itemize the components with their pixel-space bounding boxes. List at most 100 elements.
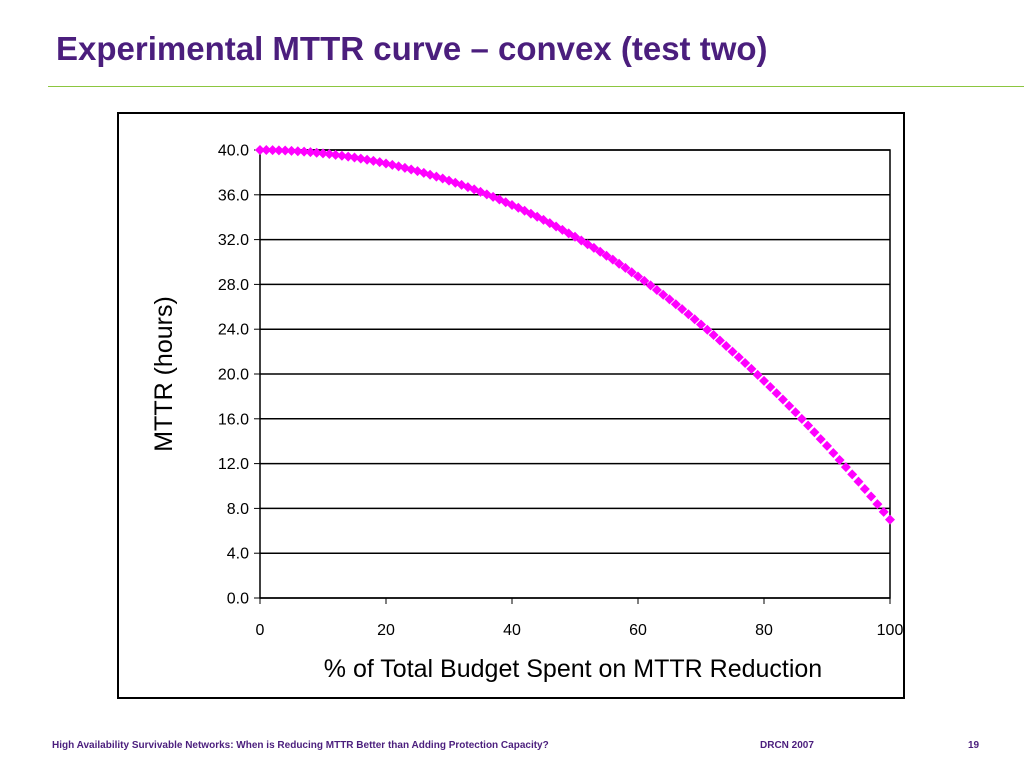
data-point xyxy=(796,413,807,424)
x-axis-label: % of Total Budget Spent on MTTR Reductio… xyxy=(324,655,822,683)
slide-title: Experimental MTTR curve – convex (test t… xyxy=(56,30,768,67)
data-point xyxy=(752,369,763,380)
data-point xyxy=(683,309,694,320)
data-point xyxy=(381,158,391,169)
y-tick-label: 12.0 xyxy=(218,456,249,473)
data-point xyxy=(330,149,341,160)
gridlines xyxy=(260,149,890,599)
data-point xyxy=(853,476,864,487)
data-point xyxy=(727,346,738,357)
y-tick-label: 0.0 xyxy=(227,591,249,608)
data-point xyxy=(859,484,870,495)
data-point xyxy=(299,146,310,157)
data-point xyxy=(765,381,776,392)
data-point xyxy=(840,462,851,473)
mttr-chart: 0.0 4.0 8.0 12.0 16.0 20.0 24.0 28.0 32.0 36.0 40.… xyxy=(150,143,903,684)
data-point xyxy=(557,224,568,235)
data-point xyxy=(834,455,845,466)
data-point xyxy=(651,285,662,295)
data-point xyxy=(677,304,688,315)
data-point xyxy=(349,152,360,163)
y-tick-label: 4.0 xyxy=(227,546,249,563)
data-point xyxy=(866,491,877,502)
footer-presentation-title: High Availability Survivable Networks: W… xyxy=(52,740,549,751)
x-tick-label: 20 xyxy=(377,622,395,639)
data-point xyxy=(759,375,769,386)
y-tick-label: 24.0 xyxy=(218,322,249,339)
x-tick-label: 60 xyxy=(629,622,647,639)
data-point xyxy=(733,352,744,363)
data-point xyxy=(784,400,795,411)
data-point xyxy=(746,363,757,374)
data-point xyxy=(431,171,442,182)
data-point xyxy=(847,469,858,480)
data-point xyxy=(633,271,643,282)
y-axis-ticks: 0.0 4.0 8.0 12.0 16.0 20.0 24.0 28.0 32.0 36.0 40.… xyxy=(218,143,260,608)
data-point xyxy=(292,146,303,157)
y-tick-label: 20.0 xyxy=(218,367,249,384)
data-point xyxy=(255,145,265,155)
data-point xyxy=(689,314,700,325)
y-tick-label: 28.0 xyxy=(218,277,249,294)
data-series xyxy=(255,145,895,525)
data-point xyxy=(469,184,480,195)
data-point xyxy=(261,145,272,155)
y-axis-label: MTTR (hours) xyxy=(150,296,178,452)
data-point xyxy=(696,319,706,330)
data-point xyxy=(645,280,656,291)
data-point xyxy=(368,155,379,166)
data-point xyxy=(878,506,889,517)
data-point xyxy=(318,148,328,159)
y-tick-label: 36.0 xyxy=(218,187,249,204)
x-tick-label: 100 xyxy=(877,622,903,639)
data-point xyxy=(822,440,832,451)
data-point xyxy=(809,427,820,438)
data-point xyxy=(721,341,732,351)
y-tick-label: 40.0 xyxy=(218,143,249,160)
footer-page-number: 19 xyxy=(968,740,980,751)
data-point xyxy=(815,434,826,445)
data-point xyxy=(601,250,612,261)
data-point xyxy=(885,514,895,525)
data-point xyxy=(777,394,788,405)
data-point xyxy=(273,145,284,156)
data-point xyxy=(828,447,839,458)
y-tick-label: 32.0 xyxy=(218,232,249,249)
data-point xyxy=(595,246,606,257)
x-axis-ticks: 0 20 40 60 80 100 xyxy=(256,598,903,639)
data-point xyxy=(393,161,404,172)
x-tick-label: 80 xyxy=(755,622,773,639)
data-point xyxy=(664,294,675,305)
footer-conference: DRCN 2007 xyxy=(760,740,814,751)
data-point xyxy=(639,275,650,286)
data-point xyxy=(450,177,461,188)
data-point xyxy=(614,258,625,269)
data-point xyxy=(507,199,517,210)
data-point xyxy=(588,242,599,253)
data-point xyxy=(324,149,335,160)
data-point xyxy=(872,499,883,510)
x-tick-label: 0 xyxy=(256,622,265,639)
title-divider xyxy=(48,86,1024,87)
data-point xyxy=(525,208,536,219)
data-point xyxy=(708,330,719,341)
data-point xyxy=(311,147,322,158)
data-point xyxy=(343,151,354,162)
data-point xyxy=(355,153,366,164)
data-point xyxy=(740,358,751,369)
y-tick-label: 16.0 xyxy=(218,411,249,428)
data-point xyxy=(374,157,385,168)
data-point xyxy=(336,150,347,161)
y-tick-label: 8.0 xyxy=(227,501,249,518)
data-point xyxy=(803,420,814,431)
chart-frame: 0.0 4.0 8.0 12.0 16.0 20.0 24.0 28.0 32.0 36.0 40.… xyxy=(117,112,905,699)
data-point xyxy=(790,407,801,418)
data-point xyxy=(620,262,631,273)
data-point xyxy=(267,145,278,156)
data-point xyxy=(702,324,713,335)
data-point xyxy=(488,191,499,202)
x-tick-label: 40 xyxy=(503,622,521,639)
data-point xyxy=(280,145,291,156)
data-point xyxy=(626,267,637,278)
data-point xyxy=(286,145,297,156)
